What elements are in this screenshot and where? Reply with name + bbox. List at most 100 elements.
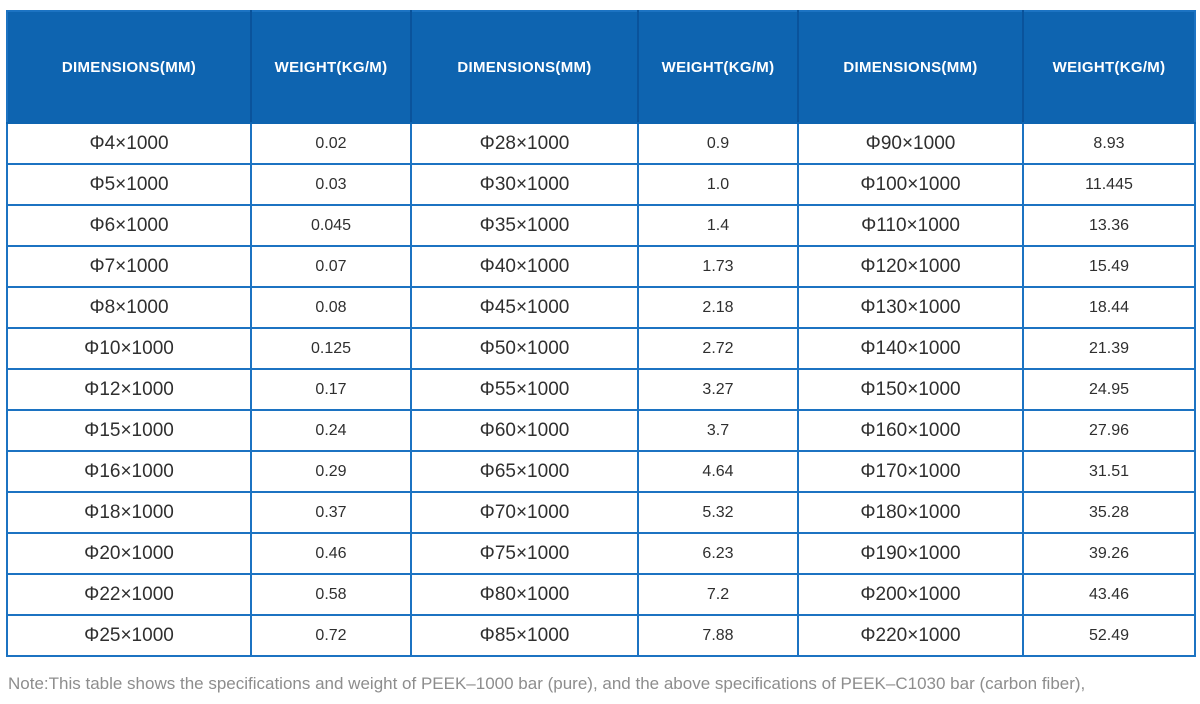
- header-row: DIMENSIONS(MM) WEIGHT(KG/M) DIMENSIONS(M…: [7, 11, 1195, 124]
- weight-cell: 27.96: [1022, 409, 1196, 452]
- dimension-cell: Φ65×1000: [410, 450, 639, 493]
- dimension-cell: Φ30×1000: [410, 163, 639, 206]
- column-header-dimensions-2: DIMENSIONS(MM): [411, 11, 639, 124]
- dimension-cell: Φ190×1000: [797, 532, 1024, 575]
- weight-cell: 0.07: [250, 245, 412, 288]
- weight-cell: 11.445: [1022, 163, 1196, 206]
- weight-cell: 1.0: [637, 163, 799, 206]
- dimension-cell: Φ25×1000: [6, 614, 252, 657]
- dimension-cell: Φ18×1000: [6, 491, 252, 534]
- dimension-cell: Φ15×1000: [6, 409, 252, 452]
- weight-cell: 6.23: [637, 532, 799, 575]
- table-row: Φ15×1000 0.24 Φ60×1000 3.7 Φ160×1000 27.96: [6, 409, 1196, 452]
- table-row: Φ25×1000 0.72 Φ85×1000 7.88 Φ220×1000 52.49: [6, 614, 1196, 657]
- table-row: Φ22×1000 0.58 Φ80×1000 7.2 Φ200×1000 43.46: [6, 573, 1196, 616]
- table-body: Φ4×1000 0.02 Φ28×1000 0.9 Φ90×1000 8.93 Φ5×100…: [6, 122, 1196, 657]
- weight-cell: 4.64: [637, 450, 799, 493]
- weight-cell: 2.18: [637, 286, 799, 329]
- weight-cell: 3.7: [637, 409, 799, 452]
- dimension-cell: Φ200×1000: [797, 573, 1024, 616]
- dimension-cell: Φ140×1000: [797, 327, 1024, 370]
- weight-cell: 5.32: [637, 491, 799, 534]
- dimension-cell: Φ22×1000: [6, 573, 252, 616]
- dimension-cell: Φ16×1000: [6, 450, 252, 493]
- dimension-cell: Φ90×1000: [797, 122, 1024, 165]
- table-row: Φ10×1000 0.125 Φ50×1000 2.72 Φ140×1000 21.39: [6, 327, 1196, 370]
- table-row: Φ7×1000 0.07 Φ40×1000 1.73 Φ120×1000 15.49: [6, 245, 1196, 288]
- dimension-cell: Φ55×1000: [410, 368, 639, 411]
- column-header-weight-1: WEIGHT(KG/M): [251, 11, 412, 124]
- column-header-dimensions-1: DIMENSIONS(MM): [7, 11, 252, 124]
- weight-cell: 31.51: [1022, 450, 1196, 493]
- dimension-cell: Φ170×1000: [797, 450, 1024, 493]
- weight-cell: 35.28: [1022, 491, 1196, 534]
- weight-cell: 21.39: [1022, 327, 1196, 370]
- weight-cell: 13.36: [1022, 204, 1196, 247]
- table-row: Φ18×1000 0.37 Φ70×1000 5.32 Φ180×1000 35.28: [6, 491, 1196, 534]
- dimension-cell: Φ20×1000: [6, 532, 252, 575]
- dimension-cell: Φ50×1000: [410, 327, 639, 370]
- column-header-dimensions-3: DIMENSIONS(MM): [798, 11, 1024, 124]
- dimension-cell: Φ100×1000: [797, 163, 1024, 206]
- dimension-cell: Φ85×1000: [410, 614, 639, 657]
- weight-cell: 7.2: [637, 573, 799, 616]
- dimension-cell: Φ80×1000: [410, 573, 639, 616]
- weight-cell: 2.72: [637, 327, 799, 370]
- dimension-cell: Φ45×1000: [410, 286, 639, 329]
- weight-cell: 7.88: [637, 614, 799, 657]
- table-row: Φ5×1000 0.03 Φ30×1000 1.0 Φ100×1000 11.445: [6, 163, 1196, 206]
- weight-cell: 0.045: [250, 204, 412, 247]
- weight-cell: 39.26: [1022, 532, 1196, 575]
- weight-cell: 1.4: [637, 204, 799, 247]
- weight-cell: 3.27: [637, 368, 799, 411]
- weight-cell: 0.37: [250, 491, 412, 534]
- table-row: Φ8×1000 0.08 Φ45×1000 2.18 Φ130×1000 18.44: [6, 286, 1196, 329]
- weight-cell: 52.49: [1022, 614, 1196, 657]
- dimension-cell: Φ5×1000: [6, 163, 252, 206]
- weight-cell: 0.02: [250, 122, 412, 165]
- table-row: Φ12×1000 0.17 Φ55×1000 3.27 Φ150×1000 24.95: [6, 368, 1196, 411]
- dimension-cell: Φ120×1000: [797, 245, 1024, 288]
- note-line-2: PEEK–G1030 bar (glass fiber), PEEK antis…: [8, 698, 1194, 704]
- dimension-cell: Φ7×1000: [6, 245, 252, 288]
- weight-cell: 8.93: [1022, 122, 1196, 165]
- dimension-cell: Φ8×1000: [6, 286, 252, 329]
- weight-cell: 0.24: [250, 409, 412, 452]
- column-header-weight-2: WEIGHT(KG/M): [638, 11, 799, 124]
- dimension-cell: Φ10×1000: [6, 327, 252, 370]
- dimension-cell: Φ12×1000: [6, 368, 252, 411]
- dimension-cell: Φ35×1000: [410, 204, 639, 247]
- weight-cell: 0.125: [250, 327, 412, 370]
- weight-cell: 43.46: [1022, 573, 1196, 616]
- table-row: Φ6×1000 0.045 Φ35×1000 1.4 Φ110×1000 13.36: [6, 204, 1196, 247]
- weight-cell: 0.17: [250, 368, 412, 411]
- dimension-cell: Φ130×1000: [797, 286, 1024, 329]
- weight-cell: 24.95: [1022, 368, 1196, 411]
- dimension-cell: Φ150×1000: [797, 368, 1024, 411]
- column-header-weight-3: WEIGHT(KG/M): [1023, 11, 1195, 124]
- dimension-cell: Φ40×1000: [410, 245, 639, 288]
- weight-cell: 0.72: [250, 614, 412, 657]
- dimension-cell: Φ160×1000: [797, 409, 1024, 452]
- dimension-cell: Φ70×1000: [410, 491, 639, 534]
- weight-cell: 0.9: [637, 122, 799, 165]
- dimension-cell: Φ4×1000: [6, 122, 252, 165]
- dimension-cell: Φ60×1000: [410, 409, 639, 452]
- weight-cell: 0.03: [250, 163, 412, 206]
- table-note: Note:This table shows the specifications…: [8, 670, 1194, 704]
- dimension-cell: Φ220×1000: [797, 614, 1024, 657]
- dimension-cell: Φ75×1000: [410, 532, 639, 575]
- weight-cell: 0.58: [250, 573, 412, 616]
- weight-cell: 0.08: [250, 286, 412, 329]
- table-row: Φ4×1000 0.02 Φ28×1000 0.9 Φ90×1000 8.93: [6, 122, 1196, 165]
- weight-cell: 15.49: [1022, 245, 1196, 288]
- table-header: DIMENSIONS(MM) WEIGHT(KG/M) DIMENSIONS(M…: [7, 11, 1195, 124]
- table-row: Φ16×1000 0.29 Φ65×1000 4.64 Φ170×1000 31.51: [6, 450, 1196, 493]
- weight-cell: 0.29: [250, 450, 412, 493]
- spec-table: DIMENSIONS(MM) WEIGHT(KG/M) DIMENSIONS(M…: [6, 10, 1196, 657]
- dimension-cell: Φ28×1000: [410, 122, 639, 165]
- weight-cell: 1.73: [637, 245, 799, 288]
- dimension-cell: Φ180×1000: [797, 491, 1024, 534]
- table-row: Φ20×1000 0.46 Φ75×1000 6.23 Φ190×1000 39.26: [6, 532, 1196, 575]
